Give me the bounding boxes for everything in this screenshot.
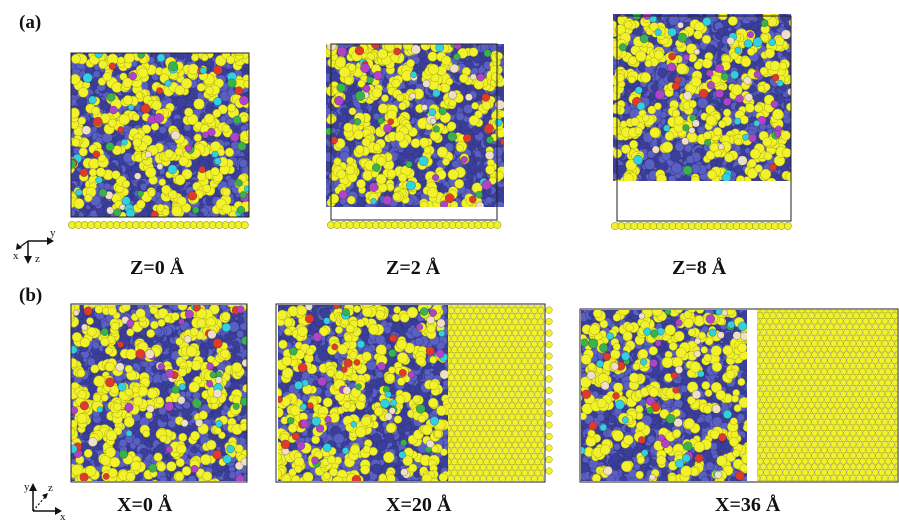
caption-x0: X=0 Å	[117, 494, 173, 516]
axis-b-d-label: z	[48, 482, 53, 494]
surface-z2	[327, 221, 502, 229]
axis-a-v-label: z	[35, 253, 40, 265]
caption-z0: Z=0 Å	[130, 257, 185, 279]
axis-b-v-label: y	[24, 481, 30, 493]
surface-x36	[757, 310, 897, 481]
panel-label-b: (b)	[19, 285, 43, 306]
panel-label-a: (a)	[19, 12, 42, 33]
snapshot-z8	[613, 14, 791, 181]
axis-b-h-label: x	[60, 511, 66, 521]
snapshot-x20	[278, 305, 448, 481]
axis-a-h-label: y	[50, 227, 56, 239]
caption-z2: Z=2 Å	[386, 257, 441, 279]
caption-x36: X=36 Å	[715, 494, 781, 516]
snapshot-x0	[71, 305, 247, 481]
surface-z0	[68, 221, 249, 229]
surface-z8	[611, 222, 792, 230]
surface-edge-x20	[545, 306, 553, 475]
snapshot-z0	[71, 53, 249, 217]
axis-triad-b: y z x	[24, 481, 66, 521]
snapshot-z2	[326, 44, 504, 207]
caption-x20: X=20 Å	[386, 494, 452, 516]
surface-x20	[448, 305, 544, 481]
caption-z8: Z=8 Å	[672, 257, 727, 279]
snapshot-x36	[581, 310, 747, 481]
axis-a-d-label: x	[13, 250, 19, 262]
axis-triad-a: y z x	[13, 227, 56, 265]
